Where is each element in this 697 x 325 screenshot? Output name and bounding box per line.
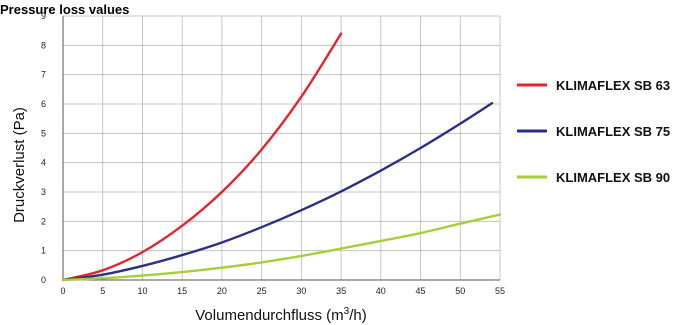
x-tick-label: 20 — [217, 286, 227, 296]
chart-title: Pressure loss values — [0, 2, 129, 17]
y-tick-label: 7 — [41, 70, 46, 80]
legend: KLIMAFLEX SB 63 KLIMAFLEX SB 75 KLIMAFLEX … — [517, 78, 670, 185]
series-line-klimaflex-sb-63 — [61, 32, 343, 282]
x-tick-label: 15 — [177, 286, 187, 296]
x-tick-label: 50 — [455, 286, 465, 296]
x-tick-label: 40 — [376, 286, 386, 296]
y-tick-labels: 0 1 2 3 4 5 6 7 8 9 — [41, 11, 46, 285]
y-tick-label: 8 — [41, 40, 46, 50]
x-tick-label: 35 — [336, 286, 346, 296]
axes — [62, 16, 500, 281]
y-tick-label: 2 — [41, 216, 46, 226]
y-tick-label: 1 — [41, 246, 46, 256]
chart-title-group: Pressure loss values — [0, 2, 129, 17]
x-tick-label: 10 — [137, 286, 147, 296]
y-tick-label: 3 — [41, 187, 46, 197]
legend-label-klimaflex-sb-75: KLIMAFLEX SB 75 — [556, 124, 670, 139]
y-tick-label: 0 — [41, 275, 46, 285]
y-tick-label: 5 — [41, 128, 46, 138]
x-tick-label: 30 — [296, 286, 306, 296]
x-tick-label: 45 — [416, 286, 426, 296]
x-axis-label: Volumendurchfluss (m3/h) — [195, 306, 366, 324]
x-tick-label: 25 — [257, 286, 267, 296]
series-lines — [61, 32, 502, 282]
grid-lines — [62, 15, 501, 281]
y-tick-label: 4 — [41, 158, 46, 168]
x-tick-label: 5 — [100, 286, 105, 296]
x-tick-labels: 0 5 10 15 20 25 30 35 40 45 50 55 — [60, 286, 505, 296]
y-axis-label: Druckverlust (Pa) — [11, 107, 28, 223]
y-tick-label: 6 — [41, 99, 46, 109]
x-tick-label: 55 — [495, 286, 505, 296]
y-tick-label: 9 — [41, 11, 46, 21]
legend-label-klimaflex-sb-63: KLIMAFLEX SB 63 — [556, 78, 670, 93]
x-tick-label: 0 — [60, 286, 65, 296]
series-line-klimaflex-sb-75 — [61, 101, 494, 282]
legend-label-klimaflex-sb-90: KLIMAFLEX SB 90 — [556, 170, 670, 185]
series-line-klimaflex-sb-90 — [61, 213, 502, 282]
